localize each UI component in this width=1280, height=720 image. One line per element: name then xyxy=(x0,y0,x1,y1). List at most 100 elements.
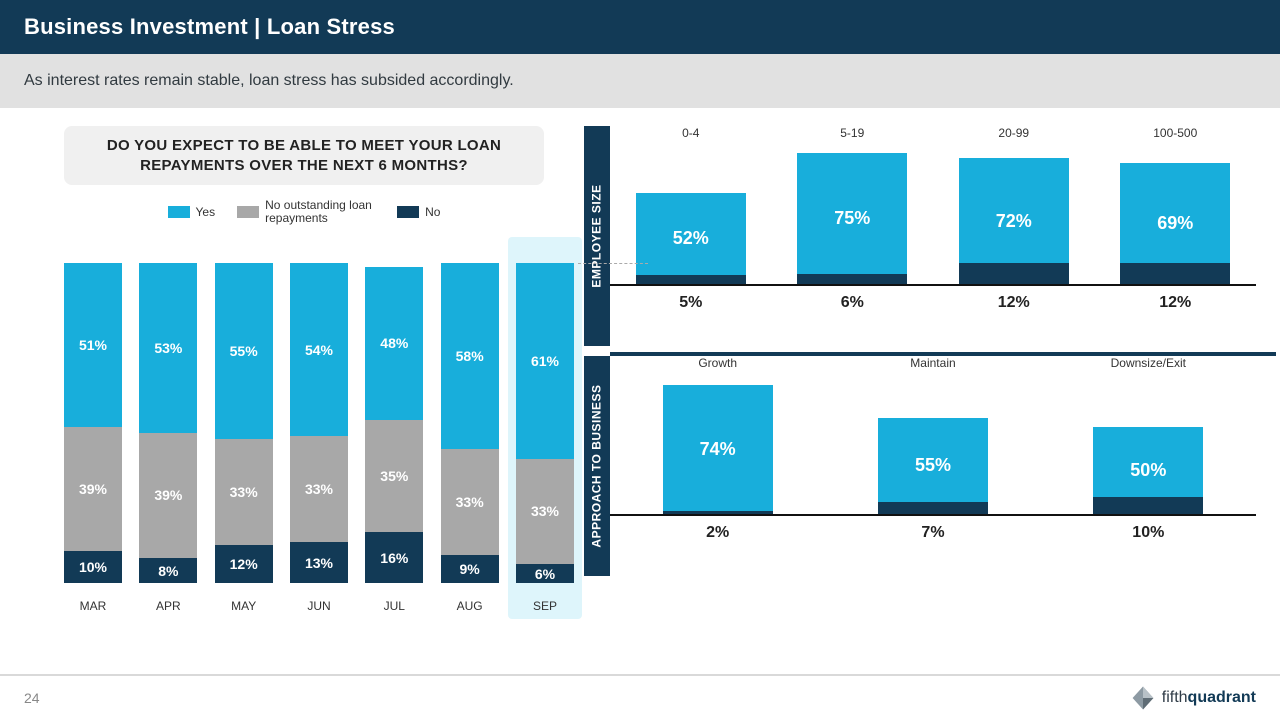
approach-axis-label: APPROACH TO BUSINESS xyxy=(590,384,604,547)
chart-legend: Yes No outstanding loan repayments No xyxy=(24,199,584,225)
category-label: 20-99 xyxy=(959,126,1069,140)
panel-bar-yes: 52% xyxy=(636,193,746,284)
legend-item: No xyxy=(397,206,440,219)
stacked-bar: 16%35%48% xyxy=(365,267,423,584)
panel-bar: 74% xyxy=(663,385,773,515)
employee-size-panel: 0-4 5-19 20-99 100-500 52% 75% 72% 69% 5% 6% 12%… xyxy=(610,126,1256,312)
category-label: 5-19 xyxy=(797,126,907,140)
brand-logo: fifthquadrant xyxy=(1130,685,1256,711)
employee-size-axis-tab: EMPLOYEE SIZE xyxy=(584,126,610,346)
category-label: Maintain xyxy=(878,356,988,370)
bar-segment-no_outstanding: 33% xyxy=(441,449,499,555)
stacked-bar: 8%39%53% xyxy=(139,263,197,583)
page-number: 24 xyxy=(24,690,40,706)
stacked-bar: 6%33%61% xyxy=(516,263,574,583)
panel-bar-no xyxy=(959,263,1069,284)
panel-no-value: 2% xyxy=(663,524,773,542)
logo-icon xyxy=(1130,685,1156,711)
employee-size-axis-label: EMPLOYEE SIZE xyxy=(590,184,604,287)
x-axis-label: MAR xyxy=(64,599,122,613)
panel-no-value: 12% xyxy=(959,294,1069,312)
stacked-bar: 12%33%55% xyxy=(215,263,273,583)
bar-segment-yes: 54% xyxy=(290,263,348,436)
panel-bar-yes: 74% xyxy=(663,385,773,515)
approach-axis-tab: APPROACH TO BUSINESS xyxy=(584,356,610,576)
legend-swatch xyxy=(237,206,259,218)
bar-segment-no_outstanding: 33% xyxy=(290,436,348,542)
bar-segment-no: 6% xyxy=(516,564,574,583)
panel-no-value: 10% xyxy=(1093,524,1203,542)
x-axis-label: JUN xyxy=(290,599,348,613)
bar-segment-no: 12% xyxy=(215,545,273,583)
stacked-bar: 13%33%54% xyxy=(290,263,348,583)
bar-segment-yes: 55% xyxy=(215,263,273,439)
right-panels: EMPLOYEE SIZE 0-4 5-19 20-99 100-500 52% 75%… xyxy=(584,126,1256,658)
panel-bar-no xyxy=(878,502,988,514)
page-title: Business Investment | Loan Stress xyxy=(24,14,1256,40)
bar-segment-no: 9% xyxy=(441,555,499,584)
bar-segment-yes: 51% xyxy=(64,263,122,426)
legend-item: Yes xyxy=(168,206,216,219)
left-chart: DO YOU EXPECT TO BE ABLE TO MEET YOUR LO… xyxy=(24,126,584,658)
legend-swatch xyxy=(168,206,190,218)
bar-segment-no_outstanding: 35% xyxy=(365,420,423,532)
logo-text-bold: quadrant xyxy=(1188,689,1256,706)
legend-label: Yes xyxy=(196,206,216,219)
panel-bar-no xyxy=(1120,263,1230,284)
content-area: DO YOU EXPECT TO BE ABLE TO MEET YOUR LO… xyxy=(0,108,1280,658)
panel-bar: 69% xyxy=(1120,163,1230,284)
x-axis-label: SEP xyxy=(516,599,574,613)
subheader: As interest rates remain stable, loan st… xyxy=(0,54,1280,108)
panel-bar-yes: 75% xyxy=(797,153,907,284)
panel-bar-no xyxy=(1093,497,1203,515)
header: Business Investment | Loan Stress xyxy=(0,0,1280,54)
bar-segment-yes: 58% xyxy=(441,263,499,449)
bar-segment-no: 16% xyxy=(365,532,423,583)
bar-segment-no_outstanding: 33% xyxy=(516,459,574,565)
stacked-bar: 9%33%58% xyxy=(441,263,499,583)
panel-bar-no xyxy=(797,274,907,285)
panel-bar: 50% xyxy=(1093,427,1203,515)
bar-segment-no: 10% xyxy=(64,551,122,583)
legend-label: No outstanding loan repayments xyxy=(265,199,375,225)
category-label: 100-500 xyxy=(1120,126,1230,140)
subheader-text: As interest rates remain stable, loan st… xyxy=(24,72,514,89)
panel-bar-yes: 55% xyxy=(878,418,988,514)
panel-bar-no xyxy=(663,511,773,515)
legend-swatch xyxy=(397,206,419,218)
bar-segment-no_outstanding: 39% xyxy=(64,427,122,552)
stacked-bar-chart: 10%39%51%8%39%53%12%33%55%13%33%54%16%35… xyxy=(64,243,574,613)
panel-no-value: 7% xyxy=(878,524,988,542)
x-axis-label: AUG xyxy=(441,599,499,613)
panel-bar: 55% xyxy=(878,418,988,514)
panel-no-value: 6% xyxy=(797,294,907,312)
x-axis-label: APR xyxy=(139,599,197,613)
chart-question: DO YOU EXPECT TO BE ABLE TO MEET YOUR LO… xyxy=(64,126,544,185)
bar-segment-yes: 61% xyxy=(516,263,574,458)
bar-segment-no_outstanding: 33% xyxy=(215,439,273,545)
bar-segment-no: 13% xyxy=(290,542,348,584)
stacked-bar: 10%39%51% xyxy=(64,263,122,583)
category-label: Growth xyxy=(663,356,773,370)
panel-bar: 75% xyxy=(797,153,907,284)
panel-bar: 72% xyxy=(959,158,1069,284)
panel-no-value: 12% xyxy=(1120,294,1230,312)
logo-text: fifthquadrant xyxy=(1162,689,1256,707)
x-axis-label: MAY xyxy=(215,599,273,613)
legend-label: No xyxy=(425,206,440,219)
category-label: 0-4 xyxy=(636,126,746,140)
panel-bar-no xyxy=(636,275,746,284)
legend-item: No outstanding loan repayments xyxy=(237,199,375,225)
bar-segment-no: 8% xyxy=(139,558,197,584)
panel-bar: 52% xyxy=(636,193,746,284)
bar-segment-no_outstanding: 39% xyxy=(139,433,197,558)
footer: 24 fifthquadrant xyxy=(0,674,1280,720)
x-axis-label: JUL xyxy=(365,599,423,613)
dashed-connector xyxy=(578,263,648,264)
category-label: Downsize/Exit xyxy=(1093,356,1203,370)
bar-segment-yes: 53% xyxy=(139,263,197,433)
approach-panel: Growth Maintain Downsize/Exit 74% 55% 50% 2%… xyxy=(610,356,1256,542)
bar-segment-yes: 48% xyxy=(365,267,423,421)
logo-text-light: fifth xyxy=(1162,689,1188,706)
panel-no-value: 5% xyxy=(636,294,746,312)
